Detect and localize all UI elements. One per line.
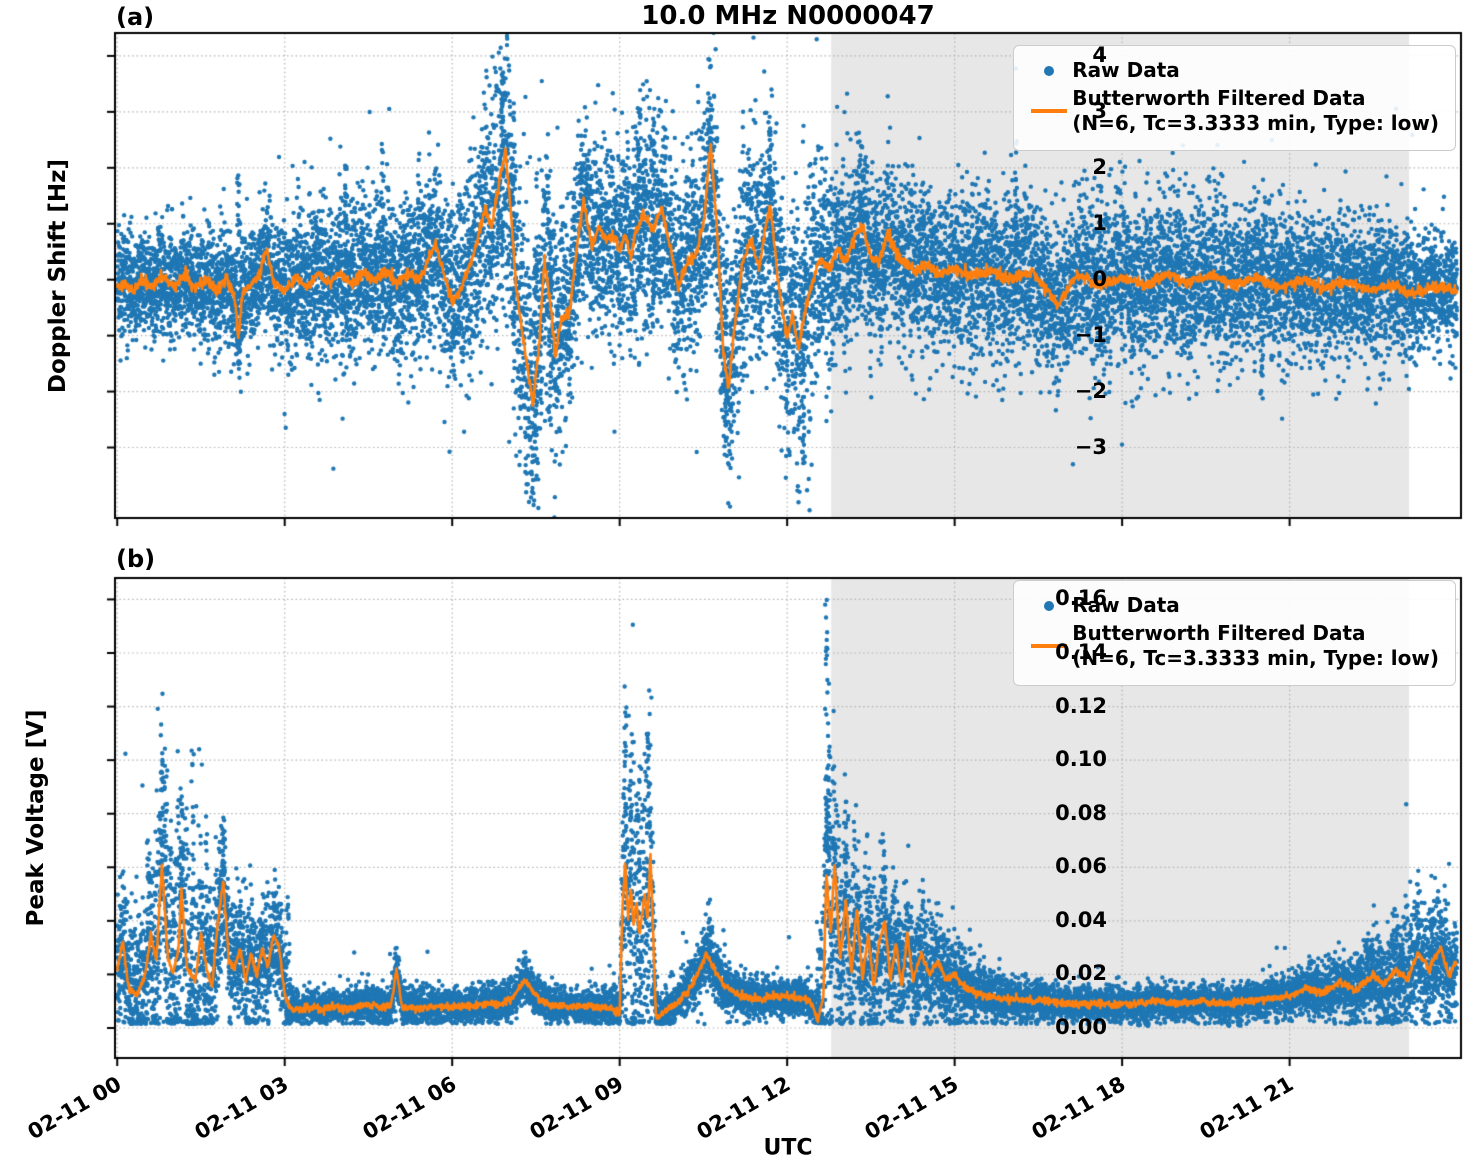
- y-tick-label: 1: [1092, 210, 1107, 235]
- legend-row-raw: Raw Data: [1026, 58, 1439, 83]
- legend-row-raw: Raw Data: [1026, 593, 1439, 618]
- legend-panel-b: Raw Data Butterworth Filtered Data (N=6,…: [1013, 580, 1456, 686]
- y-tick-label: −1: [1074, 322, 1107, 347]
- x-axis-label: UTC: [763, 1135, 813, 1161]
- y-tick-label: −3: [1074, 434, 1107, 459]
- y-tick-label: 2: [1092, 154, 1107, 179]
- y-tick-label: −2: [1074, 378, 1107, 403]
- panel-b-tag: (b): [116, 545, 156, 573]
- legend-raw-label: Raw Data: [1072, 593, 1180, 617]
- y-tick-label: 0.00: [1055, 1015, 1107, 1039]
- legend-raw-label: Raw Data: [1072, 58, 1180, 82]
- panel-a-tag: (a): [116, 3, 155, 31]
- y-tick-label: 0.12: [1055, 693, 1107, 718]
- raw-data-marker-icon: [1026, 600, 1072, 611]
- y-tick-label: 0.06: [1055, 854, 1107, 879]
- y-tick-label: 0.16: [1055, 586, 1107, 611]
- legend-filtered-label: Butterworth Filtered Data (N=6, Tc=3.333…: [1072, 621, 1439, 670]
- y-tick-label: 0.10: [1055, 747, 1107, 772]
- y-tick-label: 0.04: [1055, 907, 1107, 932]
- legend-row-filtered: Butterworth Filtered Data (N=6, Tc=3.333…: [1026, 621, 1439, 671]
- y-tick-label: 0.14: [1055, 640, 1107, 664]
- legend-panel-a: Raw Data Butterworth Filtered Data (N=6,…: [1013, 45, 1456, 151]
- y-tick-label: 4: [1092, 42, 1107, 67]
- y-axis-label-b: Peak Voltage [V]: [23, 709, 49, 927]
- y-axis-label-a: Doppler Shift [Hz]: [45, 158, 71, 394]
- y-tick-label: 0.08: [1055, 800, 1107, 825]
- y-tick-label: 0: [1092, 266, 1107, 291]
- filtered-line-marker-icon: [1026, 644, 1072, 648]
- legend-filtered-label: Butterworth Filtered Data (N=6, Tc=3.333…: [1072, 86, 1439, 135]
- legend-row-filtered: Butterworth Filtered Data (N=6, Tc=3.333…: [1026, 86, 1439, 136]
- raw-data-marker-icon: [1026, 65, 1072, 76]
- filtered-line-marker-icon: [1026, 109, 1072, 113]
- y-tick-label: 0.02: [1055, 961, 1107, 986]
- y-tick-label: 3: [1092, 98, 1107, 123]
- figure-title: 10.0 MHz N0000047: [641, 1, 935, 31]
